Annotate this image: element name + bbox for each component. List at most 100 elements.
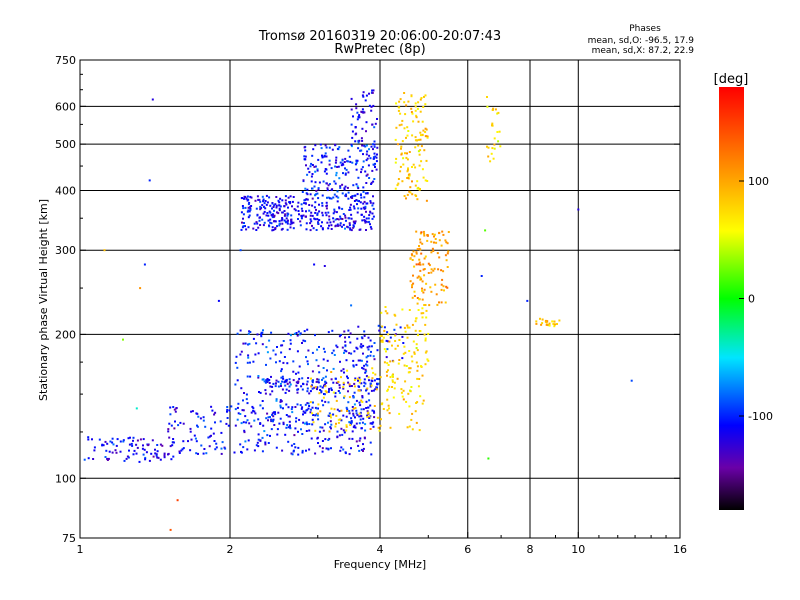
data-point <box>252 227 255 230</box>
data-point <box>361 144 364 147</box>
data-point <box>368 415 371 418</box>
data-point <box>421 307 424 310</box>
data-point <box>370 384 373 387</box>
data-point <box>317 407 319 410</box>
data-point <box>173 408 176 411</box>
data-point <box>302 421 305 424</box>
data-point <box>338 410 341 413</box>
data-point <box>328 159 331 162</box>
data-point <box>321 227 324 230</box>
data-point <box>344 336 346 339</box>
data-point <box>309 229 312 232</box>
data-point <box>544 320 547 323</box>
data-point <box>172 441 175 444</box>
data-point <box>440 244 443 247</box>
data-point <box>380 418 382 421</box>
data-point <box>445 259 448 262</box>
x-tick-label: 6 <box>464 543 471 556</box>
data-point <box>273 209 275 212</box>
data-point <box>382 408 385 410</box>
data-point <box>329 221 332 224</box>
data-point <box>362 408 365 411</box>
data-point <box>422 263 425 266</box>
data-point <box>326 369 328 372</box>
data-point <box>322 404 325 407</box>
data-point <box>377 324 380 327</box>
data-point <box>406 152 408 155</box>
data-point <box>413 295 416 297</box>
data-point <box>371 212 374 215</box>
data-point <box>376 416 379 419</box>
data-point <box>305 356 307 359</box>
data-point <box>365 182 368 184</box>
data-point <box>240 422 243 425</box>
data-point <box>291 411 294 414</box>
data-point <box>288 389 291 392</box>
data-point <box>87 436 90 439</box>
data-point <box>330 188 333 191</box>
data-point <box>361 108 364 111</box>
data-point <box>348 222 351 225</box>
data-point <box>274 353 277 356</box>
data-point <box>419 330 422 333</box>
data-point <box>551 320 554 323</box>
data-point <box>394 340 397 342</box>
data-point <box>271 412 274 415</box>
data-point <box>255 207 258 210</box>
data-point <box>312 148 315 151</box>
data-point <box>339 222 342 225</box>
data-point <box>406 324 409 327</box>
data-point <box>353 403 356 406</box>
data-point <box>410 95 413 98</box>
data-point <box>361 127 364 130</box>
data-point <box>365 407 368 409</box>
data-point <box>357 176 360 179</box>
data-point <box>416 302 419 305</box>
data-point <box>127 437 130 440</box>
data-point <box>486 145 488 148</box>
data-point <box>257 198 260 201</box>
data-point <box>325 207 328 210</box>
data-point <box>135 452 138 455</box>
data-point <box>412 274 414 277</box>
data-point <box>360 196 363 199</box>
data-point <box>303 146 306 149</box>
data-point <box>415 230 418 233</box>
data-point <box>411 360 414 363</box>
data-point <box>344 194 347 197</box>
data-point <box>419 263 422 266</box>
data-point <box>217 299 220 302</box>
data-point <box>420 278 423 281</box>
data-point <box>303 411 306 414</box>
data-point <box>270 222 273 225</box>
data-point <box>368 345 371 348</box>
data-point <box>296 350 299 353</box>
data-point <box>315 413 318 416</box>
data-point <box>391 380 394 383</box>
data-point <box>409 367 412 370</box>
data-point <box>354 407 357 409</box>
data-point <box>342 387 345 390</box>
data-point <box>283 381 286 384</box>
data-point <box>355 399 358 402</box>
y-axis-label: Stationary phase Virtual Height [km] <box>37 199 50 401</box>
data-point <box>261 204 264 207</box>
data-point <box>296 403 299 406</box>
data-point <box>321 228 324 231</box>
data-point <box>356 193 359 196</box>
data-point <box>272 206 275 208</box>
data-point <box>489 160 492 163</box>
data-point <box>236 406 239 409</box>
data-point <box>332 220 335 223</box>
data-point <box>316 212 319 215</box>
data-point <box>415 343 418 346</box>
data-point <box>419 131 422 134</box>
data-point <box>311 370 314 373</box>
data-point <box>322 396 325 399</box>
data-point <box>258 391 260 393</box>
data-point <box>411 412 414 415</box>
data-point <box>259 391 262 394</box>
data-point <box>416 297 419 299</box>
